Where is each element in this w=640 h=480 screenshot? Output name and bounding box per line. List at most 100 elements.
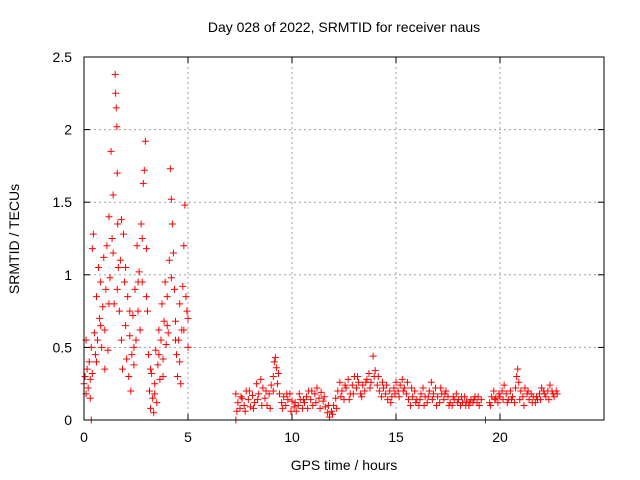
data-point — [477, 396, 485, 404]
data-point — [403, 378, 411, 386]
data-point — [303, 393, 311, 401]
data-point — [396, 381, 404, 389]
x-tick-label: 10 — [284, 429, 300, 445]
data-point — [382, 390, 390, 398]
data-point — [532, 393, 540, 401]
data-point — [180, 242, 188, 250]
data-point — [117, 216, 125, 224]
data-point — [502, 390, 510, 398]
data-point — [383, 381, 391, 389]
data-point — [159, 372, 167, 380]
data-point — [399, 387, 407, 395]
data-point — [266, 404, 274, 412]
data-point — [436, 399, 444, 407]
data-point — [259, 384, 267, 392]
data-point — [402, 390, 410, 398]
data-point — [392, 378, 400, 386]
data-point — [425, 387, 433, 395]
data-point — [271, 354, 279, 362]
data-point — [126, 307, 134, 315]
data-point — [92, 358, 100, 366]
data-point — [134, 278, 142, 286]
data-point — [395, 393, 403, 401]
data-point — [390, 384, 398, 392]
data-point — [241, 407, 249, 415]
data-point — [552, 387, 560, 395]
data-point — [400, 384, 408, 392]
data-point — [375, 387, 383, 395]
data-point — [173, 351, 181, 359]
data-point — [342, 384, 350, 392]
data-point — [148, 370, 156, 378]
data-point — [147, 365, 155, 373]
data-point — [140, 166, 148, 174]
data-point — [89, 230, 97, 238]
data-point — [111, 70, 119, 78]
data-point — [109, 191, 117, 199]
data-point — [124, 293, 132, 301]
data-point — [104, 346, 112, 354]
data-point — [500, 381, 508, 389]
chart-title: Day 028 of 2022, SRMTID for receiver nau… — [208, 19, 480, 35]
data-point — [528, 399, 536, 407]
data-point — [349, 390, 357, 398]
data-point — [113, 169, 121, 177]
data-point — [437, 384, 445, 392]
data-point — [261, 394, 269, 402]
data-point — [537, 396, 545, 404]
data-point — [319, 397, 327, 405]
data-point — [463, 397, 471, 405]
data-point — [507, 396, 515, 404]
data-point — [520, 401, 528, 409]
data-point — [312, 399, 320, 407]
data-point — [113, 123, 121, 131]
data-point — [126, 332, 134, 340]
data-point — [291, 399, 299, 407]
data-point — [158, 300, 166, 308]
data-point — [288, 397, 296, 405]
data-point — [384, 396, 392, 404]
data-point — [245, 387, 253, 395]
data-point — [136, 326, 144, 334]
data-point — [255, 390, 263, 398]
data-point — [545, 396, 553, 404]
data-point — [135, 268, 143, 276]
data-point — [420, 401, 428, 409]
data-point — [369, 352, 377, 360]
data-point — [519, 393, 527, 401]
grid-layer — [84, 57, 604, 420]
data-point — [176, 300, 184, 308]
data-point — [321, 403, 329, 411]
data-point — [122, 264, 130, 272]
data-point — [492, 394, 500, 402]
data-point — [112, 104, 120, 112]
data-point — [354, 372, 362, 380]
data-point — [154, 361, 162, 369]
data-point — [101, 326, 109, 334]
data-point — [153, 399, 161, 407]
data-point — [151, 380, 159, 388]
data-point — [378, 378, 386, 386]
data-point — [508, 393, 516, 401]
data-point — [172, 336, 180, 344]
data-point — [272, 364, 280, 372]
data-point — [357, 390, 365, 398]
data-point — [248, 391, 256, 399]
data-point — [257, 375, 265, 383]
data-point — [95, 264, 103, 272]
data-point — [121, 278, 129, 286]
data-point — [515, 378, 523, 386]
data-point — [386, 387, 394, 395]
data-point — [122, 322, 130, 330]
data-point — [131, 285, 139, 293]
data-point — [419, 384, 427, 392]
x-tick-label: 20 — [492, 429, 508, 445]
data-point — [142, 245, 150, 253]
data-point — [184, 343, 192, 351]
x-tick-label: 5 — [184, 429, 192, 445]
data-point — [462, 401, 470, 409]
data-point — [92, 293, 100, 301]
data-point — [363, 375, 371, 383]
